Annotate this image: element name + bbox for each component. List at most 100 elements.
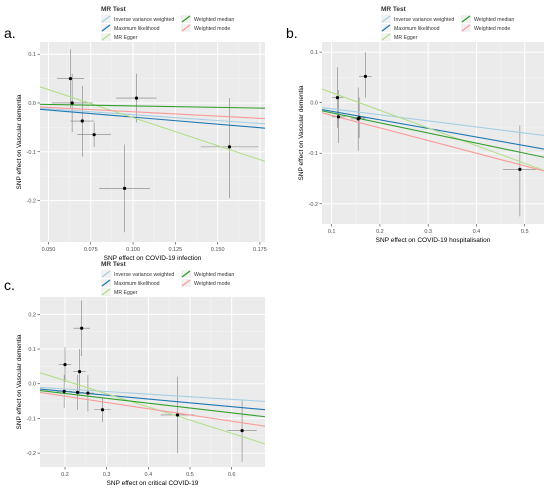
y-axis-title: SNP effect on Vascular dementia <box>16 94 23 189</box>
legend-label-ivw: Inverse variance weighted <box>114 17 174 23</box>
panel-label: b. <box>286 25 298 41</box>
legend-key-wmedian <box>461 15 471 23</box>
legend-label-wmode: Weighted mode <box>474 26 510 32</box>
data-point <box>70 101 74 105</box>
x-tick-label: 0.4 <box>473 229 481 235</box>
x-tick-label: 0.100 <box>126 247 140 253</box>
regression-line-ivw <box>40 107 265 125</box>
y-tick-label: -0.1 <box>27 416 36 422</box>
panel-0: a. 0.050 0.075 0.100 0.125 0.150 0.175 -0.2 -0.1… <box>4 25 267 262</box>
plot-area <box>322 52 544 217</box>
legend-key-ivw <box>101 15 111 23</box>
legend-0: MR Test Inverse variance weighted Maximum … <box>101 6 234 41</box>
data-point <box>518 167 522 171</box>
legend-2: MR Test Inverse variance weighted Maximum … <box>101 261 234 296</box>
regression-line-egger <box>322 88 544 171</box>
x-axis-title: SNP effect on COVID-19 hospitalisation <box>376 237 491 244</box>
panel-label: c. <box>4 277 15 293</box>
data-point <box>92 133 96 137</box>
legend-title: MR Test <box>381 6 407 13</box>
x-tick-label: 0.5 <box>521 229 529 235</box>
x-tick-label: 0.150 <box>211 247 225 253</box>
legend-key-wmedian <box>181 270 191 278</box>
x-tick-label: 0.075 <box>84 247 98 253</box>
x-tick-label: 0.3 <box>424 229 432 235</box>
x-tick-label: 0.3 <box>103 472 111 478</box>
legend-key-wmode <box>461 24 471 32</box>
data-point <box>100 408 105 412</box>
regression-line-wmode <box>40 106 265 120</box>
y-tick-label: 0.1 <box>310 50 318 56</box>
legend-1: MR Test Inverse variance weighted Maximum … <box>381 6 514 41</box>
legend-label-wmode: Weighted mode <box>194 281 230 287</box>
legend-key-ml <box>101 279 111 287</box>
data-point <box>336 115 341 119</box>
x-tick-label: 0.125 <box>168 247 182 253</box>
data-point <box>335 96 340 100</box>
regression-line-egger <box>40 372 265 445</box>
x-tick-label: 0.5 <box>186 472 194 478</box>
y-tick-label: -0.1 <box>27 150 36 156</box>
legend-key-egger <box>381 33 391 41</box>
regression-line-wmode <box>40 391 265 427</box>
x-tick-label: 0.050 <box>42 247 56 253</box>
legend-key-ml <box>101 24 111 32</box>
legend-title: MR Test <box>101 261 127 268</box>
regression-line-egger <box>40 86 265 162</box>
y-tick-label: 0.2 <box>28 312 36 318</box>
legend-label-egger: MR Egger <box>114 35 138 41</box>
legend-key-egger <box>101 288 111 296</box>
legend-label-ml: Maximum likelihood <box>394 26 440 32</box>
data-point <box>77 369 82 374</box>
plot-background <box>40 42 265 242</box>
data-point <box>240 428 244 433</box>
legend-label-egger: MR Egger <box>394 35 418 41</box>
y-tick-label: 0.1 <box>28 52 36 58</box>
x-tick-label: 0.175 <box>253 247 267 253</box>
legend-label-wmedian: Weighted median <box>474 17 514 23</box>
legend-key-wmode <box>181 279 191 287</box>
plot-area <box>40 300 265 462</box>
legend-title: MR Test <box>101 6 127 13</box>
data-point <box>62 389 66 393</box>
data-point <box>68 76 73 81</box>
x-axis-title: SNP effect on critical COVID-19 <box>107 480 199 487</box>
y-tick-label: -0.2 <box>27 451 36 457</box>
x-tick-label: 0.1 <box>328 229 336 235</box>
y-tick-label: -0.2 <box>309 202 318 208</box>
data-point <box>80 326 84 330</box>
data-point <box>227 145 232 149</box>
data-point <box>80 119 84 123</box>
x-tick-label: 0.6 <box>228 472 236 478</box>
y-tick-label: -0.2 <box>27 199 36 205</box>
x-axis-title: SNP effect on COVID-19 infection <box>104 255 202 262</box>
x-tick-label: 0.2 <box>376 229 384 235</box>
legend-label-egger: MR Egger <box>114 290 138 296</box>
legend-label-wmedian: Weighted median <box>194 272 234 278</box>
y-tick-label: 0.0 <box>310 101 318 107</box>
data-point <box>122 186 127 190</box>
panel-2: c. 0.2 0.3 0.4 0.5 0.6 -0.2 -0.1 0.0 0.1 0.2 SNP ef… <box>4 277 265 487</box>
legend-label-ml: Maximum likelihood <box>114 281 160 287</box>
data-point <box>357 116 361 120</box>
legend-label-wmode: Weighted mode <box>194 26 230 32</box>
data-point <box>134 96 139 100</box>
panel-label: a. <box>4 25 16 41</box>
y-tick-label: 0.1 <box>28 347 36 353</box>
y-axis-title: SNP effect on Vascular dementia <box>16 334 23 429</box>
regression-line-wmedian <box>40 103 265 109</box>
data-point <box>363 74 368 78</box>
panel-1: b. 0.1 0.2 0.3 0.4 0.5 -0.2 -0.1 0.0 0.1 SNP effec… <box>286 25 544 244</box>
data-point <box>63 363 67 367</box>
y-axis-title: SNP effect on Vascular dementia <box>298 85 305 180</box>
legend-label-ml: Maximum likelihood <box>114 26 160 32</box>
data-point <box>86 391 90 395</box>
plot-area <box>40 49 265 233</box>
regression-line-ml <box>40 108 265 129</box>
legend-key-ml <box>381 24 391 32</box>
legend-label-ivw: Inverse variance weighted <box>114 272 174 278</box>
regression-line-wmedian <box>40 389 265 418</box>
x-tick-label: 0.2 <box>61 472 69 478</box>
